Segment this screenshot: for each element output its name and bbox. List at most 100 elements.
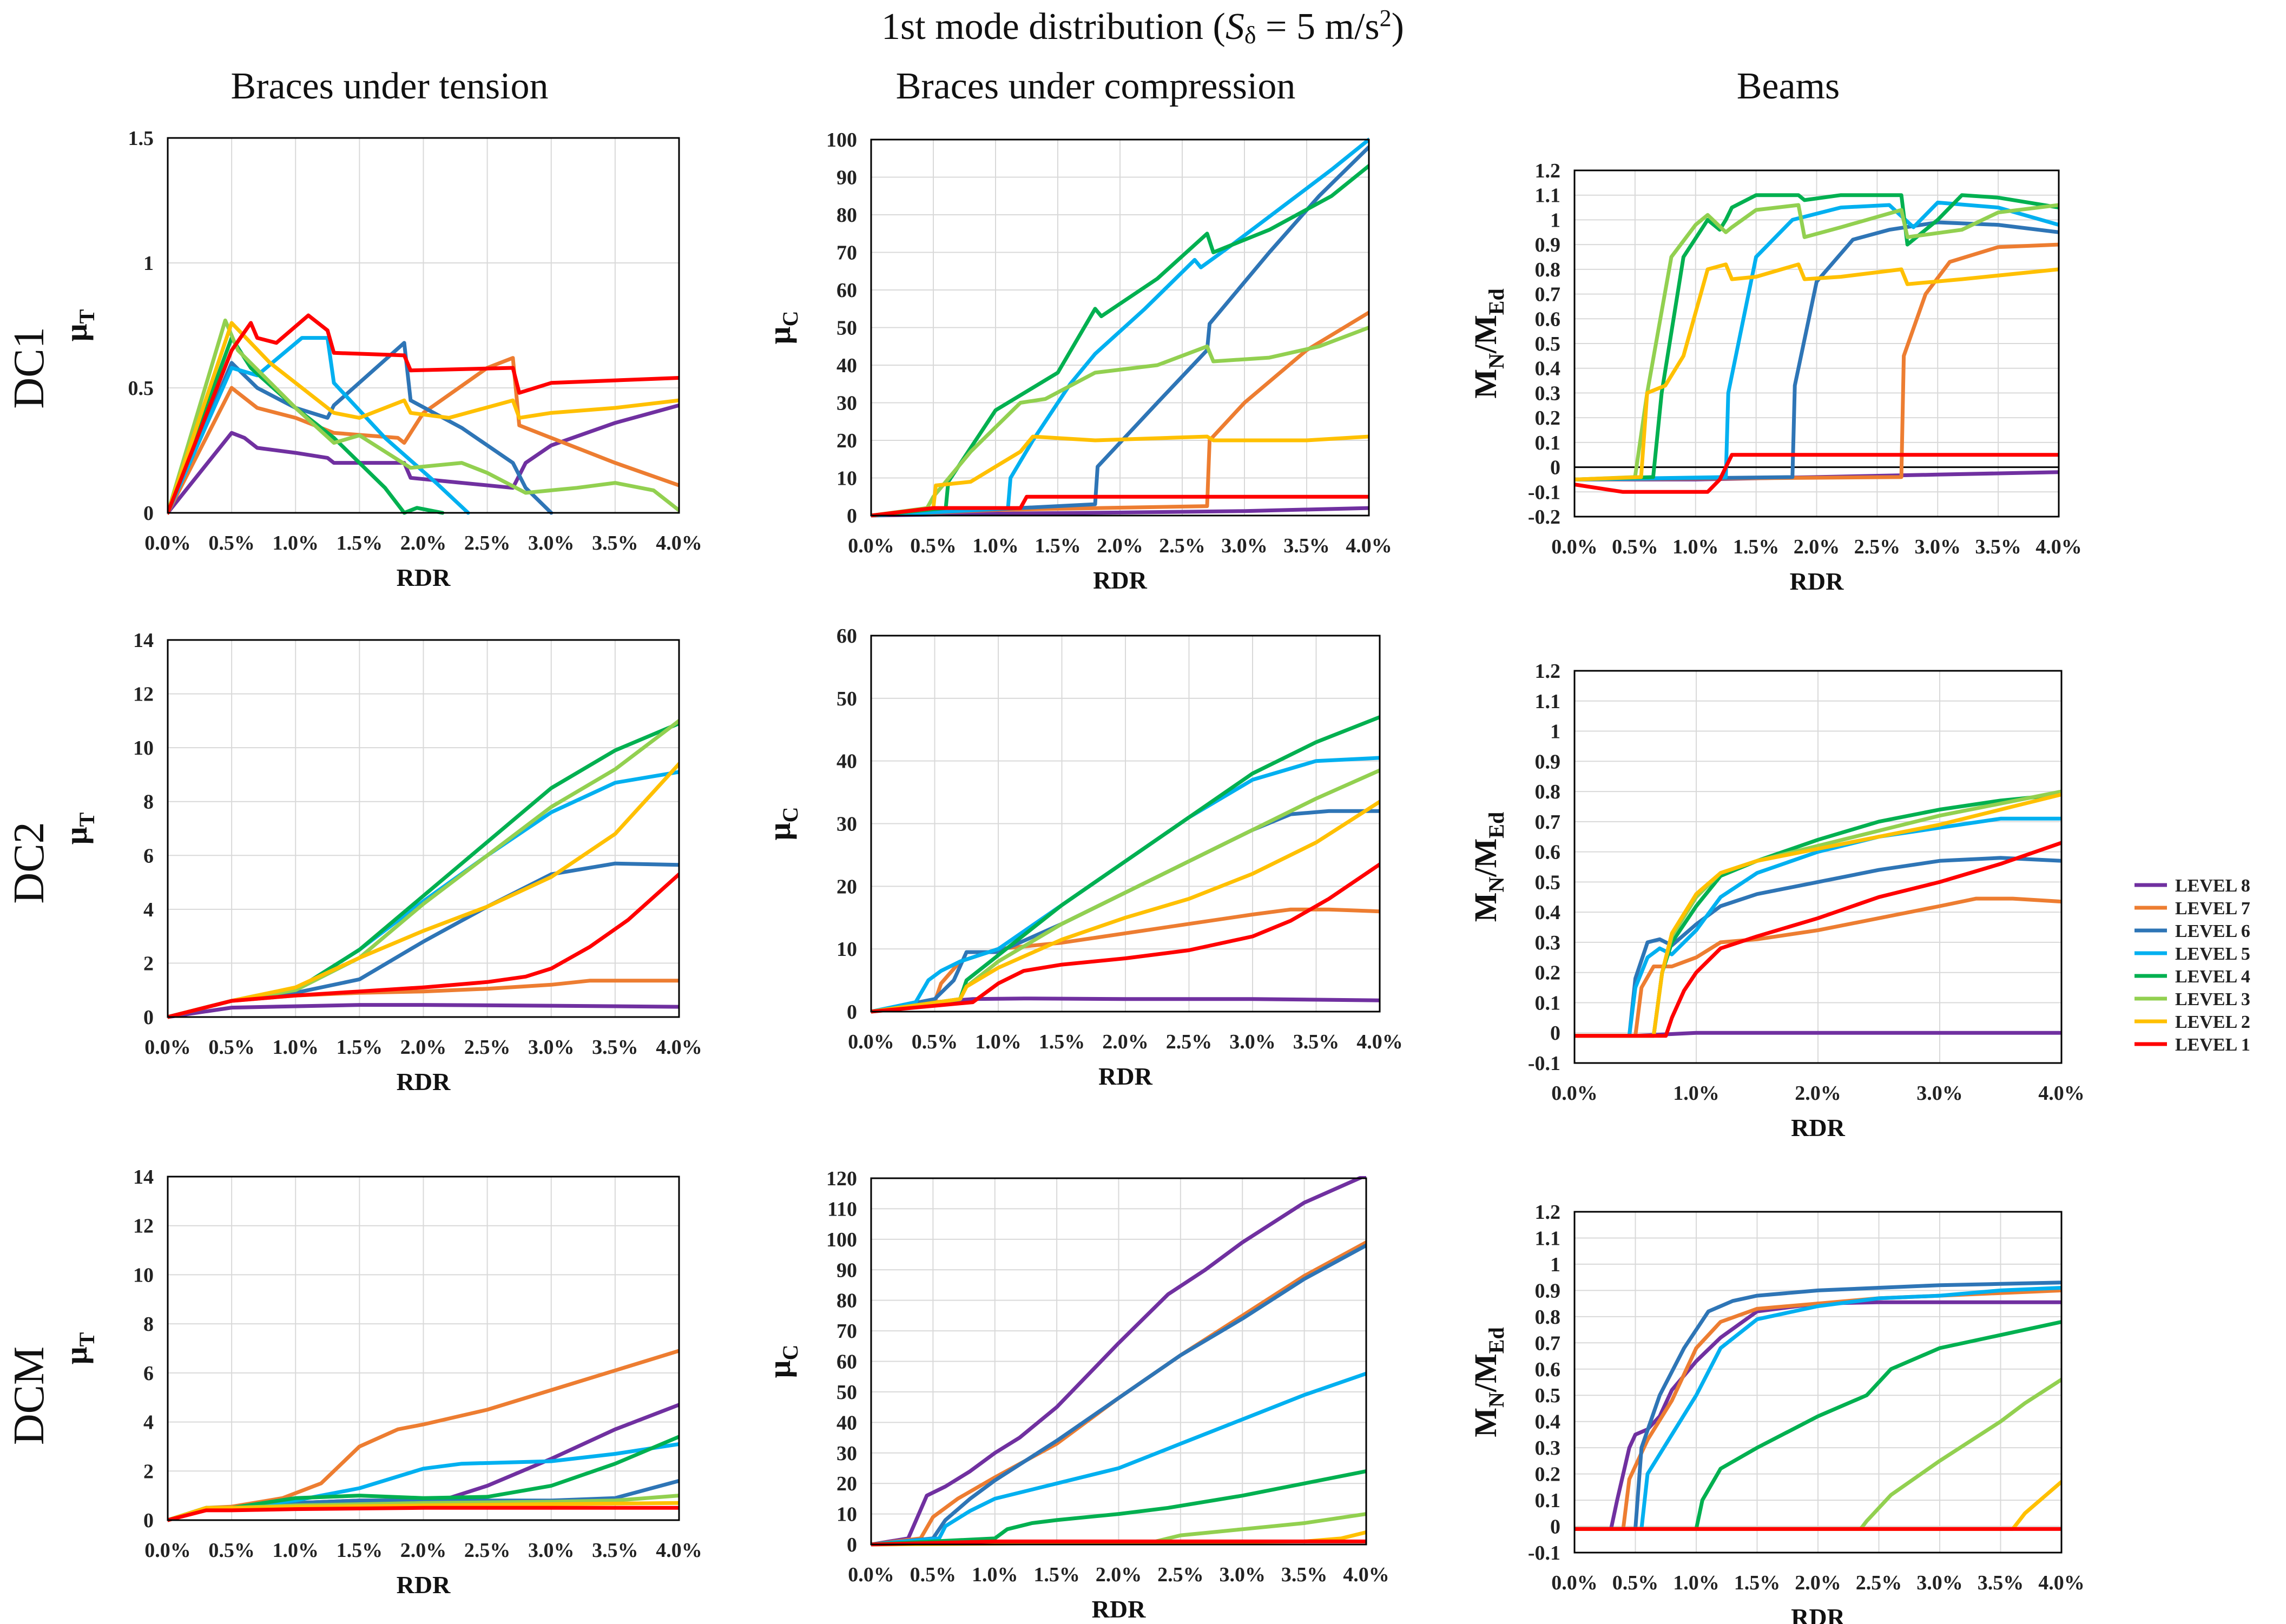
y-tick-label: 8	[143, 791, 154, 814]
chart-dc1-compression: 0.0% 0.5% 1.0% 1.5% 2.0% 2.5% 3.0% 3.5% 4.0%0102…	[762, 129, 1392, 594]
x-tick-label: 2.5%	[1856, 1572, 1902, 1594]
y-tick-label: 1.2	[1535, 660, 1561, 683]
x-axis-label: RDR	[397, 1571, 451, 1599]
x-tick-label: 2.0%	[1096, 1563, 1142, 1586]
y-axis-label: μT	[58, 812, 99, 844]
y-tick-label: 0.5	[1535, 1384, 1561, 1407]
x-tick-label: 1.0%	[1673, 1082, 1720, 1105]
x-axis-label: RDR	[397, 1068, 451, 1095]
column-header-beams: Beams	[1737, 65, 1840, 107]
x-tick-label: 1.0%	[975, 1031, 1022, 1053]
y-tick-label: 0	[143, 1509, 154, 1532]
x-tick-label: 0.5%	[208, 532, 255, 554]
row-label-dc1: DC1	[5, 327, 53, 408]
y-tick-label: 0.7	[1535, 811, 1561, 834]
x-tick-label: 3.0%	[1220, 1563, 1266, 1586]
x-tick-label: 0.5%	[1612, 536, 1658, 558]
y-axis-label: μC	[762, 311, 802, 345]
y-tick-label: 1	[1550, 1253, 1560, 1276]
figure-canvas: 1st mode distribution (Sδ = 5 m/s2) Brac…	[0, 0, 2286, 1624]
row-label-dcm: DCM	[5, 1346, 53, 1445]
y-tick-label: 6	[143, 1362, 154, 1385]
legend-entry-level-5: LEVEL 5	[2135, 944, 2250, 964]
y-tick-label: 0.8	[1535, 259, 1561, 281]
y-tick-label: 10	[836, 467, 857, 490]
chart-dc1-tension: 0.0% 0.5% 1.0% 1.5% 2.0% 2.5% 3.0% 3.5% 4.0% 0 0.5…	[58, 127, 702, 591]
y-tick-label: 0.7	[1535, 1332, 1561, 1355]
x-tick-label: 1.0%	[273, 1036, 319, 1059]
chart-dc1-beams: 0.0% 0.5% 1.0% 1.5% 2.0% 2.5% 3.0% 3.5% 4.0% -0.2…	[1468, 160, 2082, 595]
x-tick-label: 1.5%	[1035, 534, 1081, 557]
y-tick-label: 4	[143, 899, 154, 921]
x-tick-label: 0.5%	[910, 1563, 957, 1586]
x-tick-label: 0.0%	[1551, 536, 1598, 558]
y-tick-label: 1	[1550, 209, 1560, 232]
y-tick-label: 0	[1550, 457, 1560, 479]
x-tick-label: 0.0%	[848, 1031, 894, 1053]
y-tick-label: 40	[836, 750, 857, 773]
y-tick-label: 6	[143, 844, 154, 867]
legend-entry-level-4: LEVEL 4	[2135, 967, 2250, 987]
x-tick-label: 1.0%	[1672, 536, 1719, 558]
x-tick-label: 1.5%	[337, 532, 383, 554]
x-tick-label: 2.5%	[1159, 534, 1205, 557]
y-tick-label: 0.4	[1535, 901, 1561, 924]
x-tick-label: 0.5%	[1612, 1572, 1659, 1594]
legend-label: LEVEL 5	[2175, 944, 2250, 964]
y-tick-label: 110	[827, 1198, 857, 1220]
x-axis-label: RDR	[1098, 1062, 1152, 1090]
x-tick-label: 0.5%	[208, 1539, 255, 1562]
y-tick-label: 1	[143, 252, 154, 275]
x-tick-label: 2.0%	[400, 532, 447, 554]
y-tick-label: 0.1	[1535, 1489, 1561, 1512]
y-tick-label: 0.1	[1535, 992, 1561, 1014]
x-tick-label: 2.5%	[464, 532, 511, 554]
y-tick-label: 0	[847, 1534, 857, 1556]
y-tick-label: 14	[133, 629, 154, 652]
x-tick-label: 0.5%	[208, 1036, 255, 1059]
x-tick-label: 2.0%	[1102, 1031, 1149, 1053]
y-tick-label: 0.8	[1535, 1306, 1561, 1329]
y-tick-label: 10	[836, 1503, 857, 1526]
legend-entry-level-2: LEVEL 2	[2135, 1012, 2250, 1032]
y-tick-label: 0.5	[1535, 871, 1561, 894]
y-axis-label: μC	[762, 807, 802, 841]
chart-dc2-compression: 0.0% 0.5% 1.0% 1.5% 2.0% 2.5% 3.0% 3.5% 4.0%0102…	[762, 625, 1403, 1090]
y-tick-label: 14	[133, 1166, 154, 1189]
x-tick-label: 0.5%	[910, 534, 957, 557]
legend-entry-level-8: LEVEL 8	[2135, 876, 2250, 896]
column-header-tension: Braces under tension	[230, 65, 548, 107]
y-tick-label: 0.6	[1535, 841, 1561, 864]
x-tick-label: 1.5%	[1733, 536, 1780, 558]
y-tick-label: 1.1	[1535, 690, 1561, 713]
y-tick-label: 0	[143, 502, 154, 525]
x-tick-label: 4.0%	[656, 1036, 702, 1059]
y-tick-label: 100	[826, 129, 857, 151]
y-tick-label: 20	[836, 430, 857, 452]
y-tick-label: 0.4	[1535, 358, 1561, 380]
y-tick-label: 4	[143, 1411, 154, 1434]
legend-label: LEVEL 7	[2175, 899, 2250, 919]
y-tick-label: 90	[836, 167, 857, 189]
x-tick-label: 1.0%	[273, 1539, 319, 1562]
y-tick-label: 0.1	[1535, 432, 1561, 454]
x-tick-label: 1.0%	[1673, 1572, 1720, 1594]
y-tick-label: 0.9	[1535, 234, 1561, 256]
y-tick-label: -0.1	[1528, 1052, 1560, 1075]
x-tick-label: 1.0%	[972, 534, 1019, 557]
y-tick-label: 1.2	[1535, 160, 1561, 182]
y-tick-label: 0.2	[1535, 962, 1561, 985]
y-tick-label: 40	[836, 354, 857, 377]
x-tick-label: 3.5%	[1978, 1572, 2024, 1594]
x-tick-label: 3.5%	[1293, 1031, 1340, 1053]
y-tick-label: 0.2	[1535, 1463, 1561, 1486]
y-tick-label: 0.4	[1535, 1411, 1561, 1434]
y-tick-label: 1.2	[1535, 1201, 1561, 1224]
y-tick-label: 0	[143, 1006, 154, 1029]
x-axis-label: RDR	[1791, 1114, 1845, 1141]
x-tick-label: 1.5%	[1033, 1563, 1080, 1586]
y-tick-label: 10	[133, 1264, 154, 1286]
y-axis-label: μT	[58, 309, 99, 341]
y-tick-label: 10	[133, 737, 154, 760]
